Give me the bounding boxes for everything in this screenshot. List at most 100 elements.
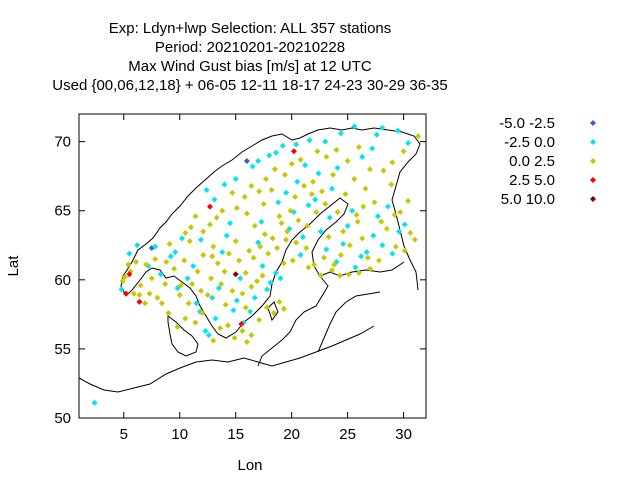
- data-point-series-2: [400, 148, 407, 155]
- data-point-series-2: [280, 305, 287, 312]
- data-point-series-1: [322, 138, 329, 145]
- data-point-series-3: [290, 148, 297, 155]
- data-point-series-1: [293, 141, 300, 148]
- coastline-map: [79, 127, 421, 393]
- data-point-series-2: [242, 269, 249, 276]
- legend: -5.0 -2.5 -2.5 0.0 0.0 2.5 2.5 5.0 5.0 10.0: [499, 115, 596, 208]
- data-point-series-2: [206, 221, 213, 228]
- data-point-series-2: [383, 225, 390, 232]
- data-point-series-1: [299, 233, 306, 240]
- data-point-series-2: [269, 235, 276, 242]
- scandinavia-coastline: [120, 127, 421, 297]
- data-point-series-2: [232, 238, 239, 245]
- data-point-series-2: [389, 159, 396, 166]
- data-point-series-2: [364, 254, 371, 261]
- data-point-series-2: [367, 265, 374, 272]
- data-point-series-2: [375, 257, 382, 264]
- x-axis-label: Lon: [237, 457, 262, 474]
- data-point-series-2: [278, 220, 285, 227]
- data-point-series-2: [311, 261, 318, 268]
- data-point-series-1: [152, 243, 159, 250]
- data-point-series-1: [198, 236, 205, 243]
- data-point-series-1: [379, 124, 386, 131]
- data-point-series-1: [209, 294, 216, 301]
- data-point-series-2: [300, 182, 307, 189]
- data-point-series-2: [256, 188, 263, 195]
- baltic-coastline: [205, 197, 405, 339]
- data-point-series-2: [378, 218, 385, 225]
- x-tick-label: 10: [171, 426, 188, 443]
- legend-label: 5.0 10.0: [501, 191, 555, 208]
- data-point-series-2: [328, 267, 335, 274]
- data-point-series-2: [340, 228, 347, 235]
- data-point-series-2: [239, 290, 246, 297]
- data-point-series-1: [374, 213, 381, 220]
- data-point-series-2: [248, 283, 255, 290]
- data-point-series-2: [280, 260, 287, 267]
- data-point-series-2: [362, 185, 369, 192]
- data-point-series-2: [295, 217, 302, 224]
- data-point-series-1: [283, 189, 290, 196]
- data-point-series-2: [224, 322, 231, 329]
- data-point-series-1: [306, 137, 313, 144]
- data-point-series-1: [379, 242, 386, 249]
- legend-label: -5.0 -2.5: [499, 115, 555, 132]
- y-tick-label: 50: [54, 410, 71, 427]
- data-point-series-2: [243, 339, 250, 345]
- x-tick-label: 25: [339, 426, 356, 443]
- legend-marker: [590, 158, 596, 164]
- y-axis-label: Lat: [5, 255, 22, 277]
- data-point-series-2: [248, 182, 255, 189]
- legend-marker: [590, 120, 596, 126]
- data-point-series-1: [389, 250, 396, 257]
- data-point-series-2: [392, 243, 399, 250]
- data-point-series-2: [261, 231, 268, 238]
- x-tick-label: 30: [395, 426, 412, 443]
- data-point-series-2: [233, 204, 240, 211]
- title-line-1: Exp: Ldyn+lwp Selection: ALL 357 station…: [109, 20, 392, 37]
- data-point-series-1: [337, 130, 344, 137]
- data-point-series-2: [318, 188, 325, 195]
- x-tick-label: 20: [283, 426, 300, 443]
- data-point-series-2: [276, 213, 283, 220]
- legend-marker: [590, 139, 596, 145]
- data-point-series-1: [317, 228, 324, 235]
- sweden-south-coast: [125, 267, 207, 317]
- data-point-series-1: [352, 264, 359, 271]
- data-point-series-1: [247, 308, 254, 315]
- data-point-series-2: [154, 294, 161, 301]
- data-point-series-2: [181, 257, 188, 264]
- data-point-series-1: [328, 185, 335, 192]
- data-point-series-2: [242, 304, 249, 311]
- data-point-series-2: [336, 272, 343, 279]
- legend-label: 2.5 5.0: [509, 172, 555, 189]
- data-point-series-2: [354, 218, 361, 225]
- data-point-series-3: [126, 271, 133, 278]
- data-point-series-2: [221, 268, 228, 275]
- data-point-series-2: [353, 211, 360, 218]
- data-point-series-1: [273, 149, 280, 156]
- data-point-series-1: [221, 181, 228, 188]
- data-point-series-2: [289, 257, 296, 264]
- data-point-series-2: [303, 245, 310, 252]
- data-point-series-2: [236, 257, 243, 264]
- data-point-series-1: [369, 145, 376, 152]
- data-point-series-1: [230, 307, 237, 314]
- data-point-series-2: [346, 242, 353, 249]
- data-point-series-1: [264, 286, 271, 293]
- data-point-series-2: [189, 280, 196, 287]
- data-point-series-2: [246, 247, 253, 254]
- data-point-series-1: [312, 196, 319, 203]
- data-point-series-2: [322, 200, 329, 207]
- data-point-series-1: [259, 263, 266, 269]
- data-point-series-2: [355, 269, 362, 276]
- data-point-series-2: [259, 272, 266, 279]
- data-point-series-1: [258, 218, 265, 225]
- data-point-series-1: [277, 275, 284, 282]
- data-point-series-2: [391, 211, 398, 218]
- data-point-series-2: [125, 261, 132, 268]
- data-point-series-1: [326, 214, 333, 221]
- title-line-4: Used {00,06,12,18} + 06-05 12-11 18-17 2…: [52, 77, 447, 94]
- data-point-series-2: [176, 292, 183, 299]
